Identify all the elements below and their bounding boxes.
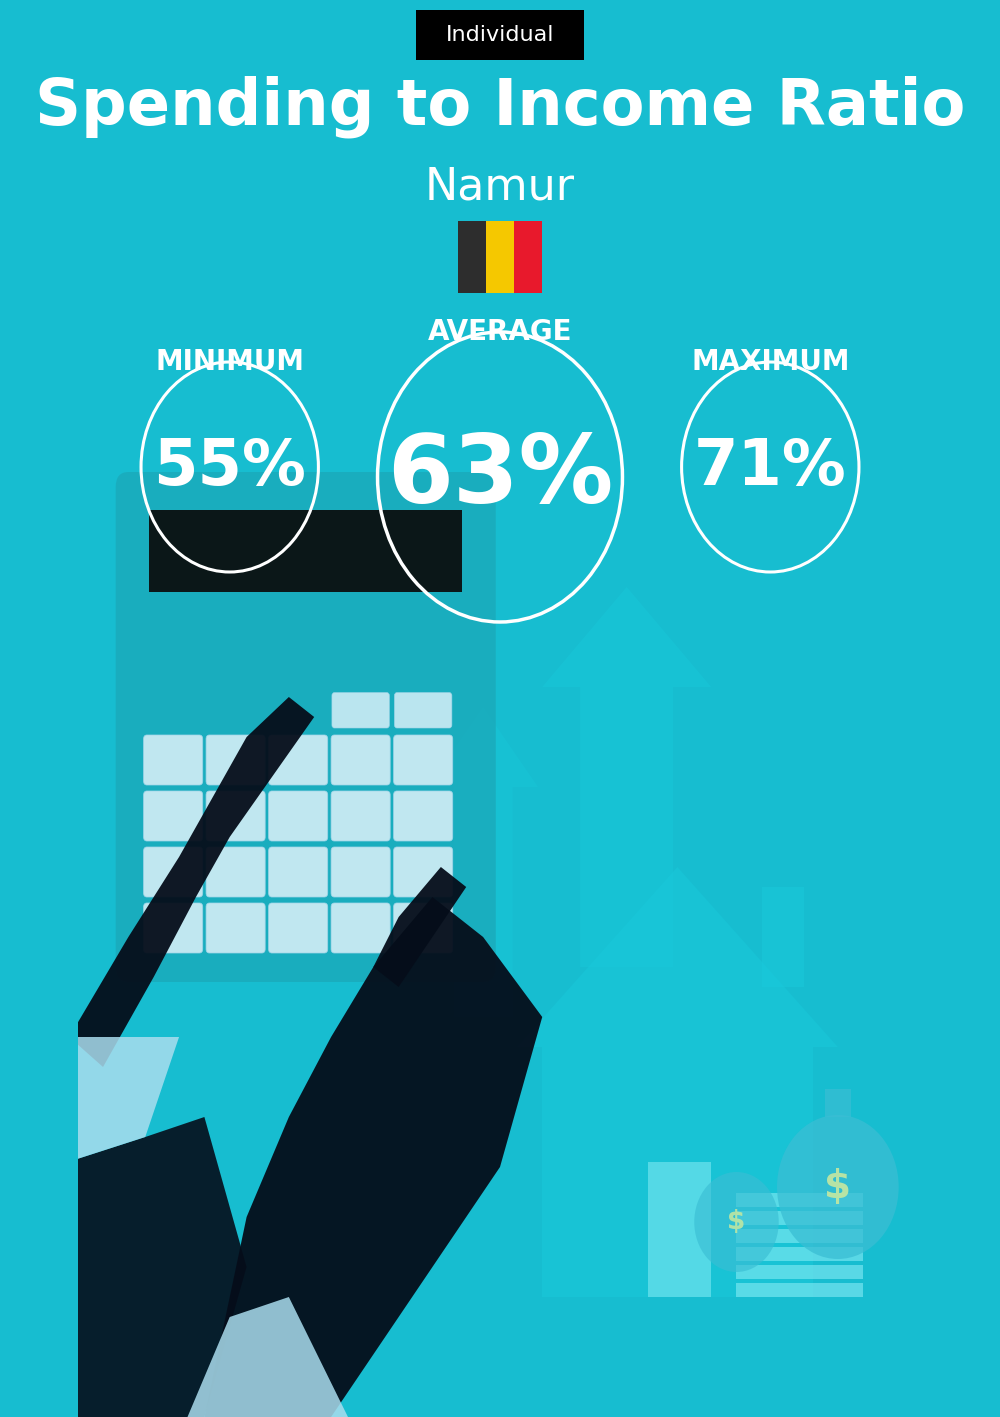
Bar (458, 221, 486, 293)
Bar (736, 1229, 863, 1243)
Polygon shape (35, 1117, 247, 1417)
Text: MINIMUM: MINIMUM (155, 349, 304, 376)
FancyBboxPatch shape (331, 903, 390, 954)
FancyBboxPatch shape (394, 847, 453, 897)
Text: $: $ (727, 1209, 746, 1236)
Bar (736, 1282, 863, 1297)
FancyBboxPatch shape (206, 847, 265, 897)
Polygon shape (542, 587, 711, 966)
Circle shape (777, 1115, 899, 1258)
Bar (736, 1265, 863, 1280)
Bar (514, 221, 542, 293)
Bar (736, 1193, 863, 1207)
Text: Individual: Individual (446, 26, 554, 45)
Bar (648, 1162, 711, 1297)
Polygon shape (517, 867, 838, 1047)
Text: $: $ (824, 1168, 851, 1206)
Bar (762, 887, 804, 988)
Text: Spending to Income Ratio: Spending to Income Ratio (35, 75, 965, 139)
Text: AVERAGE: AVERAGE (428, 317, 572, 346)
Bar (736, 1212, 863, 1226)
Polygon shape (428, 707, 538, 1017)
FancyBboxPatch shape (206, 903, 265, 954)
Bar (825, 1090, 851, 1117)
FancyBboxPatch shape (116, 472, 496, 982)
FancyBboxPatch shape (331, 791, 390, 842)
FancyBboxPatch shape (331, 847, 390, 897)
Text: MAXIMUM: MAXIMUM (691, 349, 850, 376)
FancyBboxPatch shape (269, 903, 328, 954)
FancyBboxPatch shape (269, 735, 328, 785)
FancyBboxPatch shape (416, 10, 584, 60)
FancyBboxPatch shape (206, 791, 265, 842)
Polygon shape (52, 1037, 179, 1168)
Polygon shape (373, 867, 466, 988)
Polygon shape (204, 897, 542, 1417)
Bar (486, 221, 514, 293)
Text: Namur: Namur (425, 166, 575, 208)
FancyBboxPatch shape (332, 693, 389, 728)
Bar (736, 1247, 863, 1261)
FancyBboxPatch shape (269, 847, 328, 897)
FancyBboxPatch shape (394, 791, 453, 842)
FancyBboxPatch shape (144, 791, 203, 842)
FancyBboxPatch shape (394, 903, 453, 954)
Circle shape (694, 1172, 779, 1272)
Text: 55%: 55% (153, 436, 306, 497)
Bar (149, 510, 462, 592)
FancyBboxPatch shape (269, 791, 328, 842)
Text: 63%: 63% (387, 431, 613, 523)
FancyBboxPatch shape (206, 735, 265, 785)
Polygon shape (187, 1297, 348, 1417)
FancyBboxPatch shape (144, 847, 203, 897)
FancyBboxPatch shape (394, 693, 452, 728)
FancyBboxPatch shape (394, 735, 453, 785)
FancyBboxPatch shape (331, 735, 390, 785)
Bar (542, 1047, 813, 1297)
FancyBboxPatch shape (144, 903, 203, 954)
FancyBboxPatch shape (144, 735, 203, 785)
Text: 71%: 71% (694, 436, 847, 497)
Polygon shape (69, 697, 314, 1067)
